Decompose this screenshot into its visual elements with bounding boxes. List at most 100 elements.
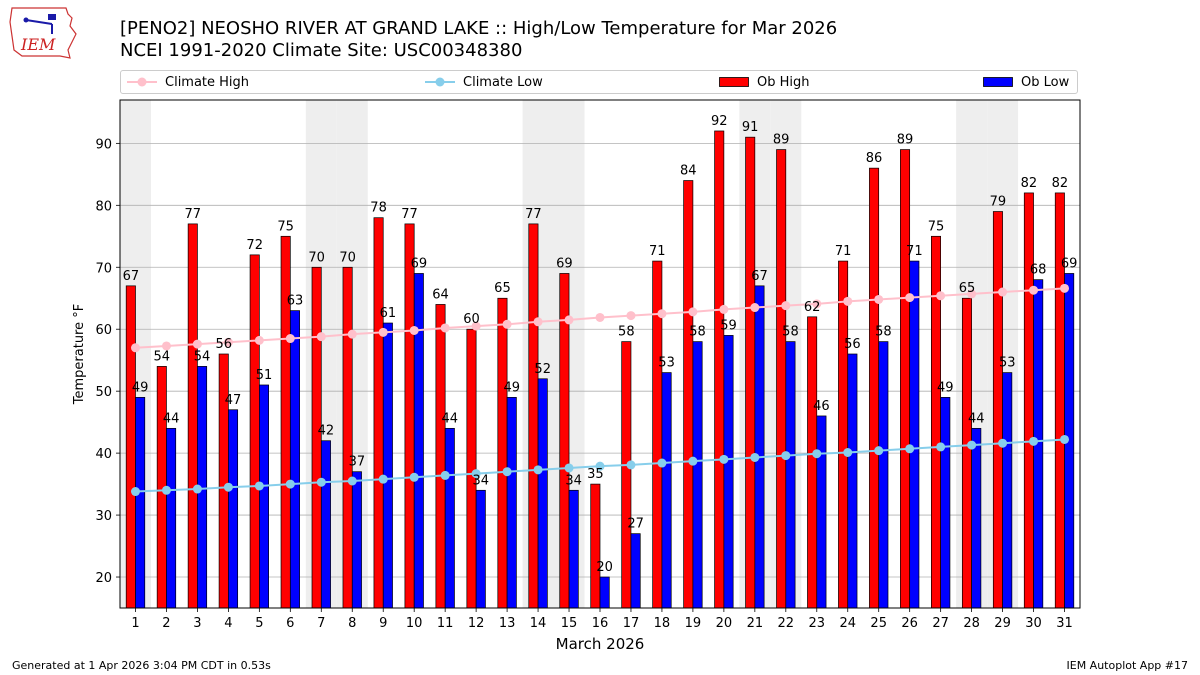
climate-low-point xyxy=(130,487,140,497)
ob-high-label: 62 xyxy=(804,300,821,315)
ob-high-label: 35 xyxy=(587,467,604,482)
x-tick-label: 17 xyxy=(623,616,640,631)
ob-low-label: 52 xyxy=(534,362,551,377)
climate-low-point xyxy=(1060,434,1070,444)
x-tick-label: 27 xyxy=(932,616,949,631)
climate-high-point xyxy=(471,321,481,331)
y-tick-label: 70 xyxy=(95,261,112,276)
ob-low-label: 58 xyxy=(689,325,706,340)
x-tick-label: 10 xyxy=(406,616,423,631)
x-tick-label: 12 xyxy=(468,616,485,631)
ob-low-bar xyxy=(816,415,827,609)
ob-high-label: 67 xyxy=(123,269,140,284)
ob-low-bar xyxy=(878,341,889,609)
ob-low-label: 34 xyxy=(473,473,490,488)
climate-low-point xyxy=(471,469,481,479)
climate-low-point xyxy=(936,442,946,452)
climate-low-point xyxy=(595,461,605,471)
generated-timestamp: Generated at 1 Apr 2026 3:04 PM CDT in 0… xyxy=(12,659,271,672)
climate-high-point xyxy=(223,337,233,347)
app-label: IEM Autoplot App #17 xyxy=(1066,659,1189,672)
ob-high-bar xyxy=(621,341,632,609)
climate-high-point xyxy=(843,296,853,306)
x-tick-label: 22 xyxy=(778,616,795,631)
climate-high-point xyxy=(409,325,419,335)
climate-low-point xyxy=(192,484,202,494)
ob-low-label: 44 xyxy=(442,411,459,426)
ob-low-label: 34 xyxy=(565,473,582,488)
ob-high-label: 77 xyxy=(525,207,542,222)
ob-low-label: 49 xyxy=(937,380,954,395)
y-tick-label: 40 xyxy=(95,447,112,462)
ob-low-label: 67 xyxy=(751,269,768,284)
ob-low-label: 58 xyxy=(875,325,892,340)
ob-high-bar xyxy=(280,235,291,609)
ob-low-label: 51 xyxy=(256,368,273,383)
climate-low-line-icon xyxy=(425,77,455,87)
climate-low-point xyxy=(316,477,326,487)
ob-low-bar xyxy=(413,273,424,609)
climate-high-point xyxy=(347,329,357,339)
ob-high-bar xyxy=(125,285,136,609)
ob-low-label: 44 xyxy=(163,411,180,426)
ob-low-bar xyxy=(382,322,393,609)
ob-high-label: 86 xyxy=(866,151,883,166)
legend-item-climate-low: Climate Low xyxy=(425,71,543,93)
ob-low-label: 56 xyxy=(844,337,861,352)
climate-low-point xyxy=(688,456,698,466)
climate-high-point xyxy=(936,291,946,301)
ob-low-bar xyxy=(320,440,331,609)
legend-item-ob-low: Ob Low xyxy=(983,71,1069,93)
ob-low-bar xyxy=(289,310,300,609)
climate-low-point xyxy=(161,485,171,495)
ob-low-bar xyxy=(630,533,641,609)
ob-high-bar xyxy=(187,223,198,609)
climate-high-point xyxy=(316,332,326,342)
ob-high-label: 70 xyxy=(339,250,356,265)
ob-high-label: 75 xyxy=(928,219,945,234)
y-tick-label: 30 xyxy=(95,509,112,524)
ob-low-bar xyxy=(599,576,610,609)
climate-high-point xyxy=(502,319,512,329)
ob-high-bar xyxy=(342,266,353,609)
legend-item-ob-high: Ob High xyxy=(719,71,810,93)
climate-high-point xyxy=(812,299,822,309)
climate-high-point xyxy=(1060,283,1070,293)
ob-low-bar xyxy=(166,427,177,609)
ob-high-label: 72 xyxy=(246,238,263,253)
ob-low-bar xyxy=(228,409,239,609)
ob-low-label: 42 xyxy=(318,424,335,439)
ob-high-label: 82 xyxy=(1021,176,1038,191)
ob-high-bar xyxy=(992,211,1003,609)
climate-high-point xyxy=(905,293,915,303)
climate-low-point xyxy=(874,446,884,456)
climate-high-point xyxy=(750,303,760,313)
data-labels: 67 49 54 44 77 54 56 47 72 51 75 63 70 42 70 37 78 61 77 69… xyxy=(123,114,1078,575)
ob-low-swatch-icon xyxy=(983,77,1013,87)
ob-low-label: 54 xyxy=(194,349,211,364)
ob-high-bar xyxy=(714,130,725,609)
climate-high-point xyxy=(657,309,667,319)
x-tick-label: 21 xyxy=(747,616,764,631)
climate-low-point xyxy=(564,463,574,473)
ob-high-label: 65 xyxy=(959,281,976,296)
climate-low-point xyxy=(905,444,915,454)
climate-low-point xyxy=(347,476,357,486)
x-tick-label: 28 xyxy=(963,616,980,631)
ob-low-label: 71 xyxy=(906,244,923,259)
ob-high-bar xyxy=(466,328,477,609)
ob-low-label: 68 xyxy=(1030,263,1047,278)
ob-low-label: 69 xyxy=(411,256,428,271)
ob-high-label: 69 xyxy=(556,256,573,271)
x-tick-label: 7 xyxy=(317,616,325,631)
x-axis-title: March 2026 xyxy=(556,635,645,653)
x-tick-label: 15 xyxy=(561,616,578,631)
ob-low-label: 27 xyxy=(627,517,644,532)
ob-high-bar xyxy=(249,254,260,609)
climate-low-point xyxy=(1029,436,1039,446)
ob-low-bar xyxy=(971,427,982,609)
climate-lines xyxy=(130,283,1070,497)
ob-high-label: 82 xyxy=(1052,176,1069,191)
ob-high-label: 56 xyxy=(215,337,232,352)
